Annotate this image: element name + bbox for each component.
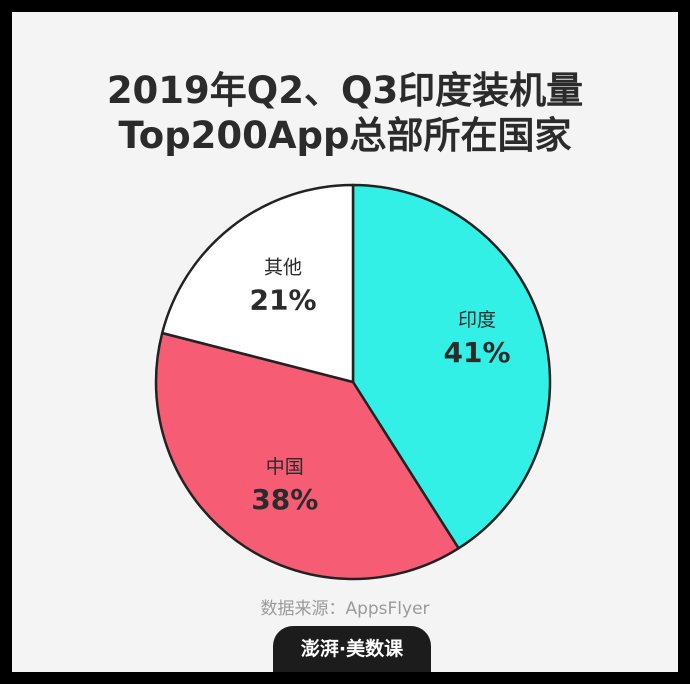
chart-title-line-1: 2019年Q2、Q3印度装机量 — [106, 69, 584, 112]
slice-value-2: 21% — [249, 284, 316, 317]
pie-slice-1 — [154, 331, 460, 581]
pie-labels: 印度 41% 中国 38% 其他 21% — [249, 257, 510, 516]
pie-slice-2 — [160, 183, 355, 384]
slice-value-0: 41% — [443, 336, 510, 369]
chart-card: 2019年Q2、Q3印度装机量 Top200App总部所在国家 印度 41% 中国 3… — [12, 12, 678, 672]
slice-value-1: 38% — [251, 483, 318, 516]
slice-label-2: 其他 — [264, 257, 302, 279]
slice-label-1: 中国 — [266, 456, 304, 478]
chart-title-line-2: Top200App总部所在国家 — [118, 114, 572, 157]
pie-slices — [154, 183, 552, 581]
data-source: 数据来源：AppsFlyer — [260, 599, 430, 619]
slice-label-0: 印度 — [458, 309, 496, 331]
brand-logo: 澎湃·美数课 — [273, 626, 431, 672]
pie-chart: 印度 41% 中国 38% 其他 21% — [154, 183, 552, 581]
